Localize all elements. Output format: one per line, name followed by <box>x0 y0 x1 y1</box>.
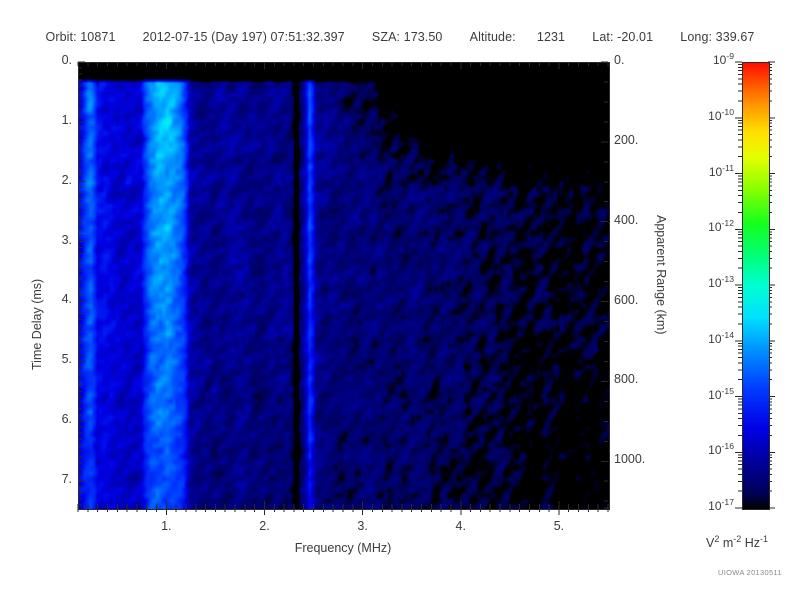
y-left-tick-label: 1. <box>61 112 72 127</box>
colorbar-tick-exponent: -16 <box>721 441 734 452</box>
y-right-tick-label: 1000. <box>614 452 646 467</box>
lat-value: -20.01 <box>617 30 654 44</box>
colorbar-tick-label: 10-17 <box>664 497 734 513</box>
y-right-tick-label: 400. <box>614 212 639 227</box>
y-left-tick-label: 0. <box>61 53 72 67</box>
long-value: 339.67 <box>715 30 755 44</box>
y-left-tick-label: 5. <box>61 352 72 367</box>
x-tick-label: 2. <box>259 519 270 533</box>
colorbar-tick-exponent: -17 <box>721 497 734 507</box>
unit-volts-exponent: 2 <box>714 533 720 544</box>
y-right-tick-label: 0. <box>614 53 625 67</box>
lat-label: Lat: <box>592 30 614 44</box>
colorbar-tick-label: 10-10 <box>664 106 734 123</box>
y-left-tick-label: 3. <box>61 232 72 247</box>
y-left-tick-label: 4. <box>61 292 72 307</box>
x-tick-label: 1. <box>161 519 172 533</box>
x-tick-label: 4. <box>455 519 466 533</box>
y-axis-left-title: Time Delay (ms) <box>30 278 44 370</box>
colorbar-tick-exponent: -13 <box>721 274 734 284</box>
colorbar-tick-mantissa: 10 <box>708 276 722 290</box>
colorbar-tick-exponent: -15 <box>721 385 734 396</box>
colorbar-tick-mantissa: 10 <box>708 108 722 123</box>
colorbar-tick-exponent: -12 <box>721 218 734 229</box>
y-right-tick-label: 800. <box>614 372 639 387</box>
colorbar-gradient <box>743 63 769 509</box>
colorbar-tick-label: 10-9 <box>664 51 734 67</box>
colorbar-tick-label: 10-16 <box>664 441 734 458</box>
y-axis-right-title: Apparent Range (km) <box>654 215 668 335</box>
colorbar-tick-mantissa: 10 <box>708 443 722 458</box>
colorbar-tick-label: 10-15 <box>664 385 734 402</box>
credit-line: UIOWA 20130511 <box>718 568 782 577</box>
colorbar-tick-label: 10-11 <box>664 162 734 179</box>
sza-label: SZA: <box>371 30 401 44</box>
spectrogram-canvas <box>79 63 609 509</box>
y-right-tick-label: 600. <box>614 292 639 307</box>
x-tick-label: 3. <box>357 519 368 533</box>
colorbar-tick-label: 10-14 <box>664 329 734 346</box>
x-axis-title: Frequency (MHz) <box>294 541 392 555</box>
colorbar-tick-label: 10-13 <box>664 274 734 290</box>
y-left-tick-label: 7. <box>61 472 72 487</box>
colorbar-tick-mantissa: 10 <box>712 53 727 67</box>
colorbar-tick-mantissa: 10 <box>708 220 722 235</box>
long-label: Long: <box>680 30 713 44</box>
unit-meters: m <box>722 536 734 550</box>
y-left-tick-label: 6. <box>61 412 72 427</box>
unit-volts: V <box>706 536 715 550</box>
unit-hertz: Hz <box>744 536 761 550</box>
colorbar-tick-exponent: -14 <box>721 329 734 340</box>
orbit-value: 10871 <box>80 30 116 44</box>
unit-meters-exponent: -2 <box>733 533 742 544</box>
observation-datetime: 2012-07-15 (Day 197) 07:51:32.397 <box>142 30 345 44</box>
sza-value: 173.50 <box>403 30 443 44</box>
colorbar-tick-mantissa: 10 <box>708 331 722 346</box>
figure-header: Orbit: 10871 2012-07-15 (Day 197) 07:51:… <box>0 30 800 44</box>
unit-hertz-exponent: -1 <box>760 533 769 544</box>
colorbar-tick-mantissa: 10 <box>708 499 722 513</box>
colorbar-tick-exponent: -10 <box>721 106 734 117</box>
colorbar-tick-mantissa: 10 <box>708 164 723 179</box>
x-tick-label: 5. <box>553 519 565 533</box>
altitude-label: Altitude: <box>469 30 516 44</box>
spectrogram-plot-area <box>78 62 610 510</box>
colorbar <box>742 62 770 510</box>
y-left-tick-label: 2. <box>61 172 72 187</box>
colorbar-tick-exponent: -9 <box>726 51 734 61</box>
altitude-value: 1231 <box>536 30 566 44</box>
orbit-label: Orbit: <box>45 30 77 44</box>
colorbar-tick-mantissa: 10 <box>708 387 722 402</box>
colorbar-tick-exponent: -11 <box>722 162 734 173</box>
colorbar-unit-label: V2 m-2 Hz-1 <box>706 533 769 550</box>
y-right-tick-label: 200. <box>614 132 639 147</box>
colorbar-tick-label: 10-12 <box>664 218 734 235</box>
